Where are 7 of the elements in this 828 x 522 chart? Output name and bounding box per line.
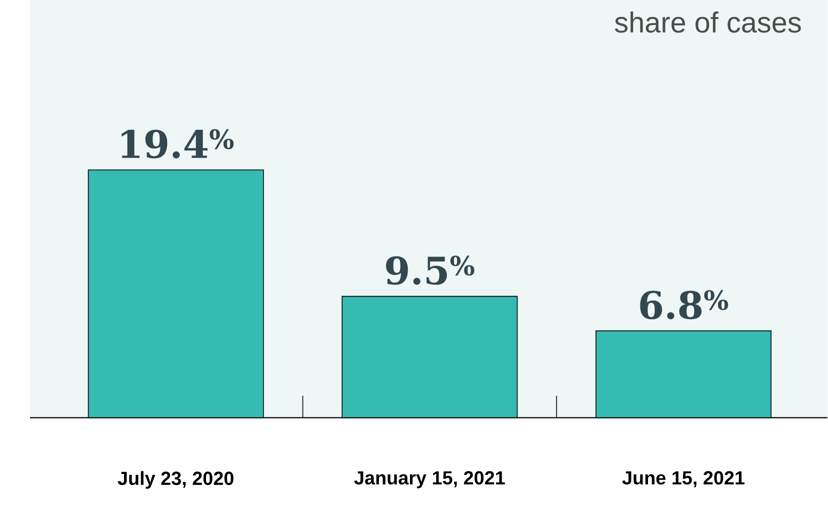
data-label: 6.8$^{%}$ <box>640 290 728 320</box>
x-tick-label: January 15, 2021 <box>354 471 505 488</box>
x-tick-label: July 23, 2020 <box>118 471 234 489</box>
data-label: 9.5$^{%}$ <box>386 256 474 285</box>
data-label: 19.4$^{%}$ <box>122 129 234 159</box>
x-tick-label: June 15, 2021 <box>622 471 744 488</box>
chart-title: share of cases <box>614 12 801 33</box>
